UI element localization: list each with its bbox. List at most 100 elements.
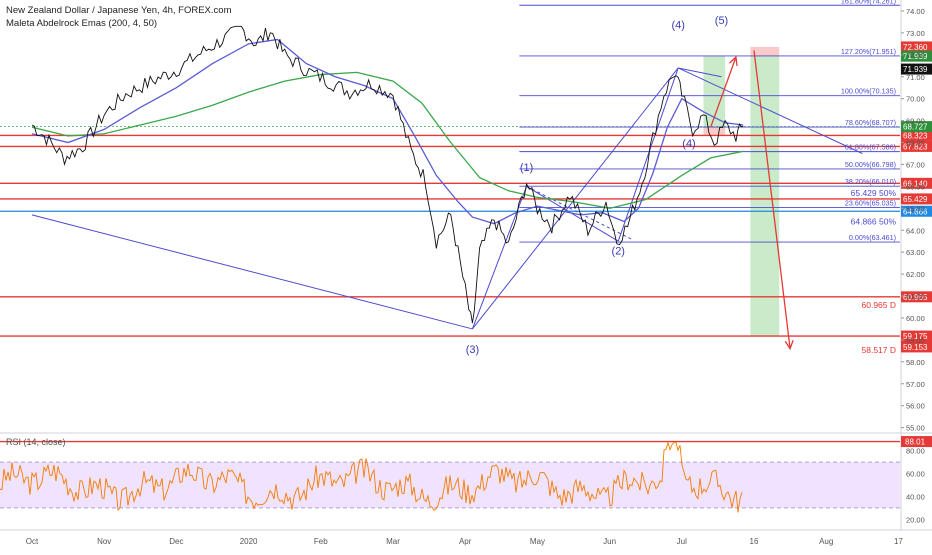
arrow-head: [784, 340, 794, 351]
level-annotation: 64.866 50%: [851, 216, 897, 226]
price-tick-label: 71.00: [906, 73, 925, 82]
indicator-title: Maleta Abdelrock Emas (200, 4, 50): [6, 18, 158, 29]
price-tick-label: 61.00: [906, 292, 925, 301]
trend-line: [31, 214, 473, 330]
price-tag: [901, 41, 932, 53]
time-tick-label: Aug: [819, 537, 833, 546]
time-tick-label: Feb: [314, 537, 328, 546]
wave-label: (1): [520, 162, 533, 174]
level-price-label: 65.429: [903, 195, 928, 204]
annotations: 64.866 50% 60.965 D 58.517 D 65.429 50%: [851, 188, 897, 355]
fib-label: 0.00%(63.461): [849, 233, 896, 242]
price-series: [31, 25, 744, 324]
level-price-label: 66.140: [903, 179, 928, 188]
time-tick-label: Dec: [169, 537, 183, 546]
rsi-tick-label: 60.00: [906, 470, 925, 479]
price-tag-label: 59.153: [903, 343, 928, 352]
rsi-marker-tag: [901, 436, 932, 448]
wave-label: (2): [612, 245, 625, 257]
price-tick-label: 57.00: [906, 380, 925, 389]
price-tag: [901, 341, 932, 353]
level-annotation: 65.429 50%: [851, 188, 897, 198]
price-tag-label: 68.727: [903, 123, 928, 132]
price-tag-label: 71.939: [903, 65, 928, 74]
trend-line: [472, 67, 679, 330]
wave-labels: (1) (2) (3) (4) (4) (5): [466, 15, 729, 356]
price-tick-label: 64.00: [906, 226, 925, 235]
rsi-line: [0, 440, 743, 513]
price-tick-label: 63.00: [906, 248, 925, 257]
level-price-label: 64.866: [903, 207, 928, 216]
price-tick-label: 74.00: [906, 7, 925, 16]
price-tag-label: 72.360: [903, 43, 928, 52]
price-tag: [901, 63, 932, 75]
ema-lines: [31, 38, 744, 225]
price-axis: 55.00 56.00 57.00 58.00 59.00 60.00 61.00 62.00…: [901, 7, 925, 524]
price-tag: [901, 50, 932, 62]
level-price-tag: [901, 330, 932, 342]
level-price-tag: [901, 205, 932, 217]
wave-label: (4): [671, 20, 684, 32]
trend-line: [678, 67, 722, 78]
price-line: [31, 25, 744, 324]
level-price-label: 60.965: [903, 293, 928, 302]
price-tick-label: 65.00: [906, 204, 925, 213]
fib-label: 23.60%(65.035): [845, 199, 896, 208]
rsi-tick-label: 20.00: [906, 515, 925, 524]
level-price-tag: [901, 129, 932, 141]
rsi-tick-label: 80.00: [906, 447, 925, 456]
time-axis: Oct Nov Dec 2020 Feb Mar Apr May Jun Jul 16 Aug 17: [26, 537, 904, 546]
time-tick-label: Apr: [459, 537, 472, 546]
time-tick-label: Jun: [603, 537, 616, 546]
fib-label: 38.20%(66.010): [845, 177, 896, 186]
price-tick-label: 70.00: [906, 95, 925, 104]
rsi-band: [0, 462, 900, 508]
price-tag-label: 71.939: [903, 52, 928, 61]
rsi-tick-label: 40.00: [906, 492, 925, 501]
fib-label: 127.20%(71.951): [841, 47, 896, 56]
time-tick-label: Jul: [677, 537, 687, 546]
price-tick-label: 60.00: [906, 314, 925, 323]
level-price-tag: [901, 140, 932, 152]
rsi-pane: 88.01: [0, 436, 932, 513]
price-tick-label: 73.00: [906, 29, 925, 38]
price-tick-label: 69.00: [906, 117, 925, 126]
price-tick-label: 66.00: [906, 182, 925, 191]
trend-line: [617, 67, 679, 242]
ema-fast-line: [31, 38, 744, 225]
level-annotation: 58.517 D: [862, 345, 897, 355]
fib-label: 161.80%(74.261): [841, 0, 896, 5]
fibonacci-levels: 161.80%(74.261) 127.20%(71.951) 100.00%(70…: [519, 0, 900, 243]
price-tick-label: 62.00: [906, 270, 925, 279]
projection-arrow: [753, 50, 791, 349]
level-price-tag: [901, 291, 932, 303]
fib-label: 78.60%(68.707): [845, 118, 896, 127]
fib-label: 61.80%(67.586): [845, 143, 896, 152]
time-tick-label: May: [530, 537, 545, 546]
price-tick-label: 72.00: [906, 51, 925, 60]
fib-label: 100.00%(70.135): [841, 87, 896, 96]
trend-line: [677, 67, 863, 154]
arrow-head: [729, 55, 738, 66]
price-tick-label: 67.00: [906, 160, 925, 169]
horizontal-levels: 68.323 67.823 66.140 65.429 64.866 60.965 59.1…: [0, 41, 932, 353]
wave-label: (3): [466, 344, 479, 356]
ema-slow-line: [31, 71, 744, 209]
time-tick-label: Nov: [97, 537, 111, 546]
wave-label: (5): [715, 15, 728, 27]
time-tick-label: Mar: [386, 537, 400, 546]
level-price-tag: [901, 193, 932, 205]
projection-arrow: [710, 56, 737, 128]
level-price-label: 67.823: [903, 142, 928, 151]
level-price-tag: [901, 177, 932, 189]
price-tag: [901, 121, 932, 133]
price-tick-label: 56.00: [906, 402, 925, 411]
stop-zone-1: [703, 127, 726, 135]
rsi-title: RSI (14, close): [6, 437, 66, 447]
trade-zones: [703, 46, 780, 337]
price-tick-label: 59.00: [906, 336, 925, 345]
time-tick-label: 16: [750, 537, 759, 546]
price-tick-label: 55.00: [906, 424, 925, 433]
